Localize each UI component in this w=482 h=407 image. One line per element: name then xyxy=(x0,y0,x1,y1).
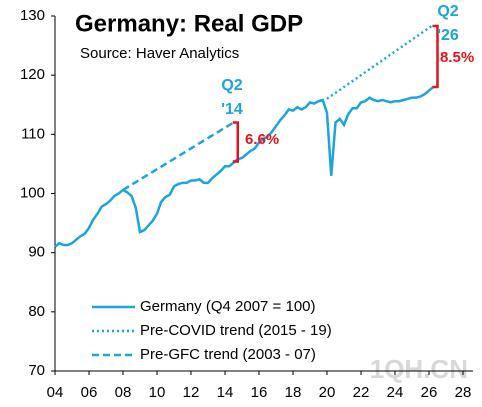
line-series xyxy=(326,23,434,100)
annotation: Q2 xyxy=(437,3,458,20)
x-tick-label: 12 xyxy=(183,384,200,401)
x-tick-label: 24 xyxy=(387,384,404,401)
y-tick-label: 90 xyxy=(28,244,45,261)
y-tick-label: 70 xyxy=(28,362,45,379)
legend-label: Germany (Q4 2007 = 100) xyxy=(140,298,316,315)
y-tick-label: 130 xyxy=(20,7,45,24)
y-tick-label: 80 xyxy=(28,303,45,320)
annotation: '14 xyxy=(221,101,243,118)
y-tick-label: 120 xyxy=(20,66,45,83)
x-tick-label: 22 xyxy=(353,384,370,401)
legend-label: Pre-COVID trend (2015 - 19) xyxy=(140,322,332,339)
bracket xyxy=(432,24,439,89)
annotation: 8.5% xyxy=(440,49,474,66)
x-tick-label: 20 xyxy=(319,384,336,401)
chart-title: Germany: Real GDP xyxy=(75,10,303,37)
line-series xyxy=(54,86,435,248)
x-tick-label: 08 xyxy=(115,384,132,401)
x-tick-label: 14 xyxy=(217,384,234,401)
x-tick-label: 06 xyxy=(81,384,98,401)
annotation: 6.6% xyxy=(245,131,279,148)
watermark: 1QH.CN xyxy=(370,354,468,384)
y-tick-label: 110 xyxy=(21,125,45,142)
y-tick-label: 100 xyxy=(20,184,45,201)
chart-subtitle: Source: Haver Analytics xyxy=(80,45,239,62)
line-series xyxy=(122,121,235,192)
x-tick-label: 04 xyxy=(47,384,64,401)
bracket xyxy=(232,121,239,163)
x-tick-label: 28 xyxy=(455,384,472,401)
x-tick-label: 16 xyxy=(251,384,268,401)
annotation: Q2 xyxy=(221,77,242,94)
x-tick-label: 10 xyxy=(149,384,166,401)
x-tick-label: 26 xyxy=(421,384,438,401)
x-tick-label: 18 xyxy=(285,384,302,401)
legend-label: Pre-GFC trend (2003 - 07) xyxy=(140,346,316,363)
annotation: '26 xyxy=(437,27,459,44)
